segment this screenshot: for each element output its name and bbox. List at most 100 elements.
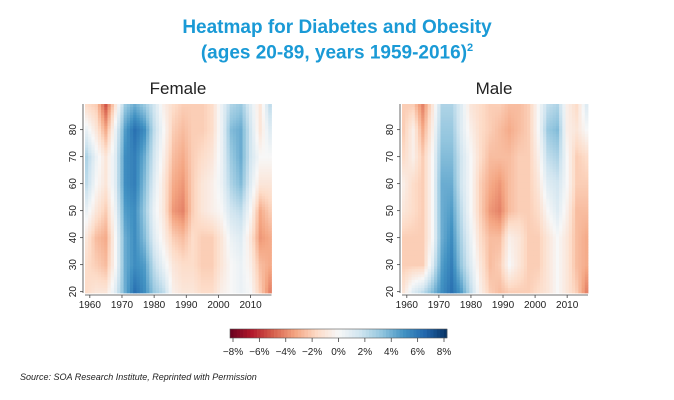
heatmap-cell — [117, 147, 121, 151]
heatmap-cell — [430, 249, 435, 253]
heatmap-cell — [184, 257, 189, 261]
heatmap-cell — [248, 212, 253, 216]
heatmap-cell — [236, 287, 240, 291]
heatmap-cell — [402, 141, 406, 145]
heatmap-cell — [113, 187, 118, 191]
heatmap-cell — [91, 222, 96, 226]
heatmap-cell — [181, 203, 186, 207]
heatmap-cell — [245, 249, 250, 253]
heatmap-cell — [194, 206, 198, 210]
heatmap-cell — [171, 144, 176, 148]
heatmap-cell — [162, 282, 166, 286]
heatmap-cell — [155, 185, 160, 189]
heatmap-cell — [117, 236, 121, 240]
heatmap-cell — [232, 222, 237, 226]
heatmap-cell — [252, 114, 256, 118]
heatmap-cell — [414, 174, 419, 178]
heatmap-cell — [187, 139, 192, 143]
heatmap-cell — [203, 236, 208, 240]
heatmap-cell — [187, 122, 192, 126]
heatmap-cell — [136, 203, 141, 207]
heatmap-cell — [239, 112, 243, 116]
heatmap-cell — [265, 284, 269, 288]
heatmap-cell — [239, 176, 243, 180]
heatmap-cell — [194, 193, 198, 197]
heatmap-cell — [261, 236, 266, 240]
heatmap-cell — [223, 217, 227, 221]
heatmap-cell — [158, 112, 163, 116]
heatmap-cell — [216, 228, 221, 232]
heatmap-cell — [255, 120, 260, 124]
heatmap-cell — [165, 195, 170, 199]
heatmap-cell — [440, 217, 445, 221]
heatmap-cell — [239, 247, 243, 251]
heatmap-cell — [117, 290, 121, 294]
heatmap-cell — [175, 131, 179, 135]
heatmap-cell — [181, 185, 186, 189]
heatmap-cell — [133, 114, 137, 118]
heatmap-cell — [418, 166, 422, 170]
heatmap-cell — [178, 255, 182, 259]
heatmap-cell — [85, 131, 89, 135]
heatmap-cell — [258, 274, 263, 278]
heatmap-cell — [440, 209, 445, 213]
heatmap-cell — [197, 136, 202, 140]
heatmap-cell — [126, 182, 131, 186]
heatmap-cell — [229, 104, 234, 108]
heatmap-cell — [223, 133, 227, 137]
heatmap-cell — [117, 114, 121, 118]
heatmap-cell — [408, 230, 413, 234]
heatmap-cell — [252, 255, 256, 259]
heatmap-cell — [107, 290, 112, 294]
heatmap-cell — [187, 155, 192, 159]
heatmap-cell — [171, 233, 176, 237]
heatmap-cell — [123, 114, 128, 118]
heatmap-cell — [203, 168, 208, 172]
heatmap-cell — [181, 198, 186, 202]
heatmap-cell — [113, 214, 118, 218]
heatmap-cell — [213, 203, 218, 207]
heatmap-cell — [437, 176, 441, 180]
heatmap-cell — [101, 271, 105, 275]
heatmap-cell — [130, 206, 134, 210]
heatmap-cell — [120, 139, 124, 143]
heatmap-cell — [126, 166, 131, 170]
heatmap-cell — [94, 166, 99, 170]
heatmap-cell — [418, 117, 422, 121]
heatmap-cell — [203, 260, 208, 264]
heatmap-cell — [194, 271, 198, 275]
heatmap-cell — [430, 228, 435, 232]
heatmap-cell — [117, 131, 121, 135]
heatmap-cell — [158, 109, 163, 113]
heatmap-cell — [252, 244, 256, 248]
heatmap-cell — [184, 114, 189, 118]
heatmap-cell — [155, 287, 160, 291]
heatmap-cell — [126, 139, 131, 143]
heatmap-cell — [220, 168, 224, 172]
heatmap-cell — [107, 179, 112, 183]
heatmap-cell — [123, 106, 128, 110]
heatmap-cell — [427, 266, 432, 270]
heatmap-cell — [232, 109, 237, 113]
heatmap-cell — [421, 225, 425, 229]
heatmap-cell — [268, 239, 272, 243]
heatmap-cell — [220, 112, 224, 116]
heatmap-cell — [91, 203, 96, 207]
heatmap-cell — [184, 209, 189, 213]
heatmap-cell — [421, 220, 425, 224]
heatmap-cell — [178, 271, 182, 275]
heatmap-cell — [248, 236, 253, 240]
heatmap-cell — [158, 179, 163, 183]
heatmap-cell — [142, 160, 147, 164]
heatmap-cell — [414, 195, 419, 199]
heatmap-cell — [165, 166, 170, 170]
heatmap-cell — [104, 230, 108, 234]
heatmap-cell — [162, 287, 166, 291]
heatmap-cell — [104, 133, 108, 137]
heatmap-cell — [268, 152, 272, 156]
heatmap-cell — [175, 122, 179, 126]
heatmap-cell — [220, 252, 224, 256]
heatmap-cell — [220, 260, 224, 264]
heatmap-cell — [88, 122, 92, 126]
heatmap-cell — [258, 158, 263, 162]
